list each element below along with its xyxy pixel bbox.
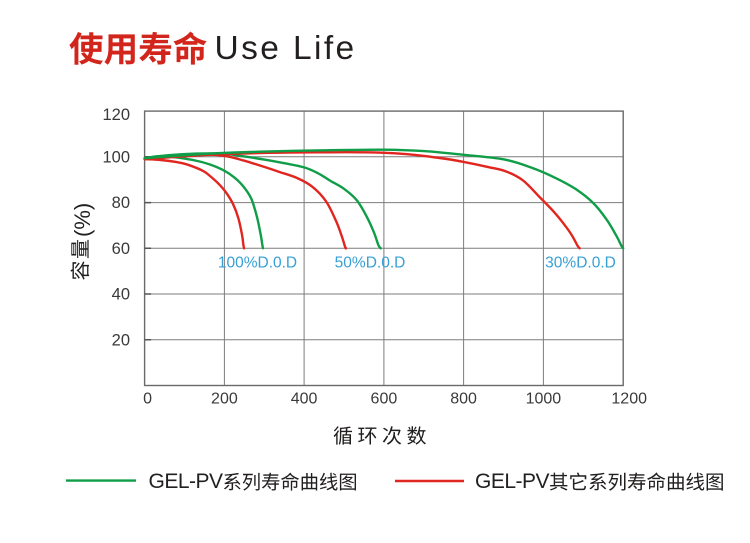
svg-text:GEL-PV: GEL-PV (475, 470, 550, 493)
svg-text:50%D.0.D: 50%D.0.D (335, 254, 406, 271)
svg-text:GEL-PV: GEL-PV (149, 470, 224, 493)
svg-text:40: 40 (112, 286, 130, 304)
svg-text:800: 800 (450, 391, 477, 408)
svg-text:100: 100 (102, 148, 130, 166)
svg-text:100%D.0.D: 100%D.0.D (218, 254, 297, 271)
svg-text:60: 60 (112, 240, 130, 258)
svg-text:30%D.0.D: 30%D.0.D (545, 254, 616, 271)
svg-text:(%): (%) (70, 203, 95, 237)
svg-text:1000: 1000 (526, 391, 562, 408)
svg-text:200: 200 (211, 391, 238, 408)
svg-text:400: 400 (291, 391, 318, 408)
svg-text:Use Life: Use Life (215, 30, 357, 67)
svg-text:120: 120 (102, 106, 130, 124)
svg-text:600: 600 (371, 391, 398, 408)
svg-text:80: 80 (112, 194, 130, 212)
svg-text:1200: 1200 (611, 391, 647, 408)
svg-text:0: 0 (143, 391, 152, 408)
svg-text:20: 20 (112, 331, 130, 349)
